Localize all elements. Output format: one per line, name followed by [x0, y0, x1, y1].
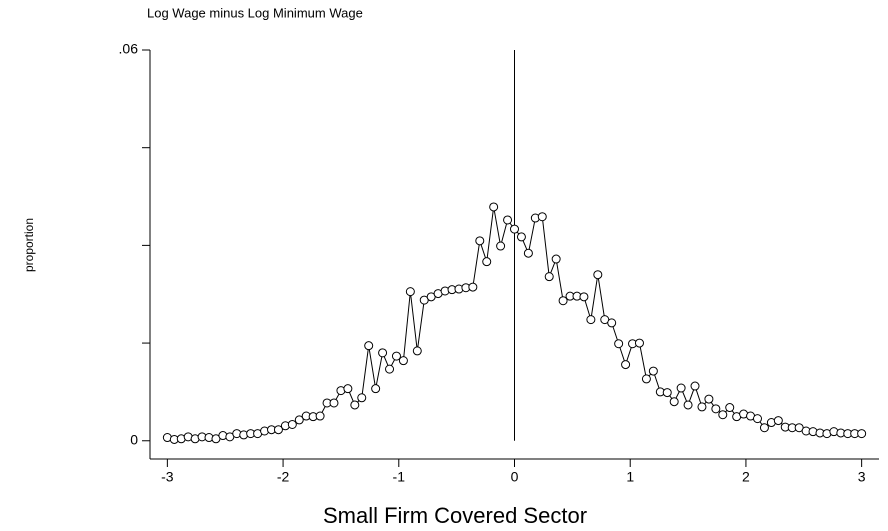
y-axis-label: proportion [22, 218, 36, 272]
data-point [544, 272, 554, 282]
data-point [551, 254, 561, 264]
y-tick-label: .06 [119, 41, 139, 57]
data-point [523, 248, 533, 258]
data-point [669, 397, 679, 407]
data-point [857, 429, 867, 439]
data-point [273, 425, 283, 435]
data-point [607, 318, 617, 328]
data-point [294, 415, 304, 425]
data-point [510, 224, 519, 234]
data-point [773, 416, 783, 426]
data-point [405, 287, 415, 297]
data-point [482, 257, 492, 267]
x-tick-label: 3 [858, 469, 866, 485]
data-point [516, 232, 526, 242]
data-point [385, 364, 395, 374]
x-tick-label: 2 [742, 469, 750, 485]
data-point [378, 348, 388, 358]
data-point [676, 383, 686, 393]
x-tick-label: -2 [277, 469, 290, 485]
x-tick-label: -3 [161, 469, 174, 485]
data-point [621, 360, 631, 370]
data-point [690, 381, 700, 391]
chart-title: Log Wage minus Log Minimum Wage [147, 5, 363, 20]
data-point [329, 398, 339, 408]
x-tick-label: -1 [393, 469, 406, 485]
data-point [537, 212, 547, 222]
data-point [753, 414, 762, 424]
data-point [725, 403, 735, 413]
data-point [412, 346, 422, 356]
data-point [475, 236, 485, 246]
data-point [759, 423, 769, 433]
x-tick-label: 1 [626, 469, 634, 485]
data-point [350, 400, 360, 410]
data-point [614, 339, 624, 349]
data-point [648, 366, 658, 376]
data-point [489, 202, 499, 212]
data-point [315, 411, 325, 421]
data-point [357, 393, 367, 403]
data-point [579, 292, 589, 302]
data-point [468, 282, 478, 292]
data-point [391, 351, 401, 361]
data-point [697, 402, 707, 412]
x-axis-label: Small Firm Covered Sector [323, 503, 587, 528]
y-tick-label: 0 [130, 431, 138, 447]
data-point [371, 384, 381, 394]
data-point [364, 341, 374, 351]
data-point [704, 394, 714, 404]
data-point [287, 419, 297, 429]
data-point [711, 404, 721, 414]
data-point [683, 400, 693, 410]
x-tick-label: 0 [511, 469, 519, 485]
data-point [634, 338, 644, 348]
data-point [503, 215, 513, 225]
data-point [593, 270, 603, 280]
data-point [718, 410, 728, 420]
data-point [662, 388, 672, 398]
data-point [398, 356, 408, 366]
data-point [586, 315, 596, 325]
data-point [496, 241, 506, 251]
data-point [558, 296, 568, 306]
data-point [343, 384, 353, 394]
data-point [641, 374, 651, 384]
